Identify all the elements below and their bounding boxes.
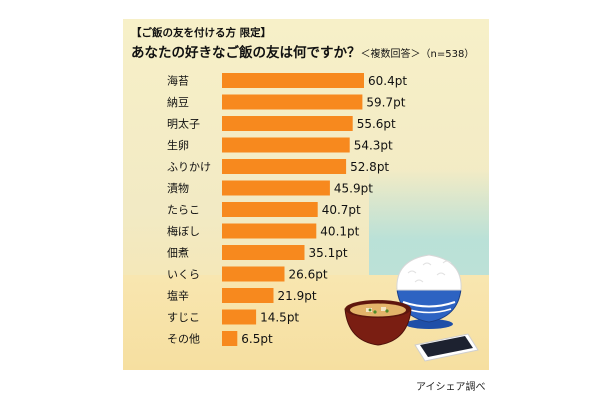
category-label: 佃煮 bbox=[167, 247, 189, 260]
category-label: すじこ bbox=[167, 311, 200, 324]
value-label: 60.4pt bbox=[368, 74, 407, 88]
bar bbox=[222, 309, 257, 325]
bar bbox=[222, 202, 318, 217]
bar bbox=[222, 331, 238, 346]
chart-panel: 【ご飯の友を付ける方 限定】 あなたの好きなご飯の友は何ですか？＜複数回答＞（n… bbox=[123, 19, 489, 370]
category-label: 漬物 bbox=[167, 181, 189, 195]
bars: 海苔 60.4pt 納豆 59.7pt 明太子 55.6pt 生卵 54.3pt ふりかけ 52.… bbox=[167, 73, 407, 346]
nori-icon bbox=[414, 333, 479, 362]
value-label: 40.1pt bbox=[320, 225, 359, 239]
bar bbox=[222, 266, 285, 282]
bar bbox=[222, 94, 363, 110]
category-label: いくら bbox=[167, 268, 200, 281]
value-label: 35.1pt bbox=[309, 246, 348, 260]
category-label: ふりかけ bbox=[167, 161, 211, 174]
bar bbox=[222, 73, 364, 88]
bar bbox=[222, 116, 353, 131]
value-label: 26.6pt bbox=[289, 268, 328, 282]
category-label: 明太子 bbox=[167, 118, 200, 131]
bar bbox=[222, 223, 317, 239]
chart-note: ＜複数回答＞（n=538） bbox=[360, 49, 475, 60]
category-label: その他 bbox=[167, 333, 200, 346]
category-label: たらこ bbox=[167, 204, 200, 217]
category-label: 納豆 bbox=[167, 96, 189, 109]
value-label: 45.9pt bbox=[334, 182, 373, 196]
bar bbox=[222, 288, 274, 303]
value-label: 54.3pt bbox=[354, 139, 393, 153]
value-label: 52.8pt bbox=[350, 160, 389, 174]
bar bbox=[222, 159, 347, 174]
chart-subtitle: 【ご飯の友を付ける方 限定】 bbox=[131, 27, 272, 39]
bar bbox=[222, 180, 330, 196]
category-label: 梅ぼし bbox=[167, 224, 200, 238]
bar bbox=[222, 245, 305, 260]
bar-chart: 海苔 60.4pt 納豆 59.7pt 明太子 55.6pt 生卵 54.3pt ふりかけ 52.… bbox=[167, 73, 479, 362]
chart-title: あなたの好きなご飯の友は何ですか？ bbox=[131, 45, 361, 61]
value-label: 55.6pt bbox=[357, 117, 396, 131]
chart-title-line: あなたの好きなご飯の友は何ですか？＜複数回答＞（n=538） bbox=[131, 41, 474, 61]
value-label: 21.9pt bbox=[278, 289, 317, 303]
value-label: 14.5pt bbox=[260, 311, 299, 325]
bar bbox=[222, 137, 350, 153]
miso-soup-icon bbox=[344, 300, 412, 346]
category-label: 塩辛 bbox=[167, 289, 189, 303]
category-label: 生卵 bbox=[167, 138, 189, 152]
value-label: 59.7pt bbox=[366, 96, 405, 110]
category-label: 海苔 bbox=[167, 74, 189, 88]
value-label: 40.7pt bbox=[322, 203, 361, 217]
source-credit: アイシェア調べ bbox=[416, 382, 486, 393]
value-label: 6.5pt bbox=[241, 332, 273, 346]
